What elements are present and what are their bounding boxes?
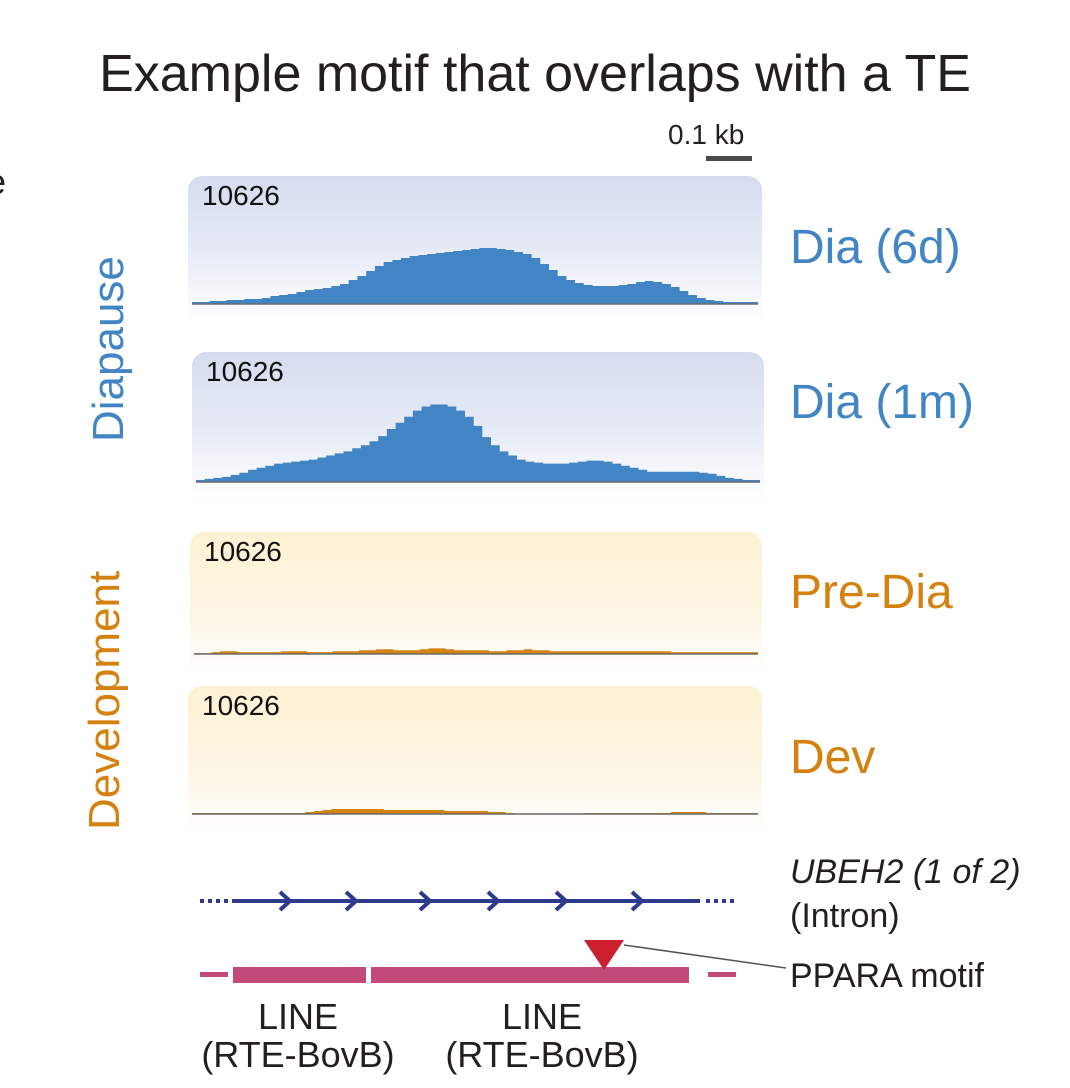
track-panel-dia-1m: 10626: [192, 352, 764, 500]
track-panel-dia-6d: 10626: [188, 176, 762, 322]
motif-label: PPARA motif: [790, 957, 984, 995]
signal-area: [192, 248, 758, 304]
strand-arrow-icon: [278, 890, 293, 912]
signal-track: [196, 404, 760, 483]
signal-track: [194, 648, 758, 655]
te-subfamily: (RTE-BovB): [445, 1034, 639, 1075]
signal-area: [196, 404, 760, 482]
signal-track: [192, 248, 758, 305]
motif-triangle-icon: [584, 940, 624, 970]
strand-arrow-icon: [418, 890, 433, 912]
strand-arrow-icon: [344, 890, 359, 912]
te-family: LINE: [501, 996, 583, 1037]
te-element-2: [371, 967, 689, 983]
te-track: [200, 967, 736, 983]
strand-arrow-icon: [486, 890, 501, 912]
track-panel-pre-dia: 10626: [190, 532, 762, 672]
te-family: LINE: [257, 996, 339, 1037]
track-range-label: 10626: [202, 180, 280, 211]
cropped-text-fragment: e: [0, 160, 6, 204]
sample-label-dia-1m: Dia (1m): [790, 376, 975, 429]
track-range-label: 10626: [202, 690, 280, 721]
te-subfamily: (RTE-BovB): [201, 1034, 395, 1075]
strand-arrow-icon: [554, 890, 569, 912]
gene-region: (Intron): [790, 897, 900, 935]
signal-area: [194, 648, 758, 654]
sample-label-dev: Dev: [790, 731, 876, 784]
scale-bar: [706, 156, 752, 161]
sample-label-pre-dia: Pre-Dia: [790, 566, 953, 619]
signal-area: [192, 809, 758, 814]
track-range-label: 10626: [204, 536, 282, 567]
te-label-1: LINE (RTE-BovB): [178, 998, 418, 1074]
gene-name: UBEH2 (1 of 2): [790, 853, 1021, 891]
figure-title: Example motif that overlaps with a TE: [99, 45, 971, 103]
scale-bar-label: 0.1 kb: [668, 119, 745, 150]
motif-callout-line: [623, 944, 787, 969]
te-element-1: [233, 967, 366, 983]
signal-track: [192, 809, 758, 815]
gene-model: [200, 890, 738, 912]
te-flank-left: [200, 972, 228, 977]
strand-arrow-icon: [630, 890, 645, 912]
sample-label-dia-6d: Dia (6d): [790, 221, 961, 274]
track-range-label: 10626: [206, 356, 284, 387]
te-label-2: LINE (RTE-BovB): [422, 998, 662, 1074]
track-panel-dev: 10626: [188, 686, 762, 832]
te-flank-right: [708, 972, 736, 977]
